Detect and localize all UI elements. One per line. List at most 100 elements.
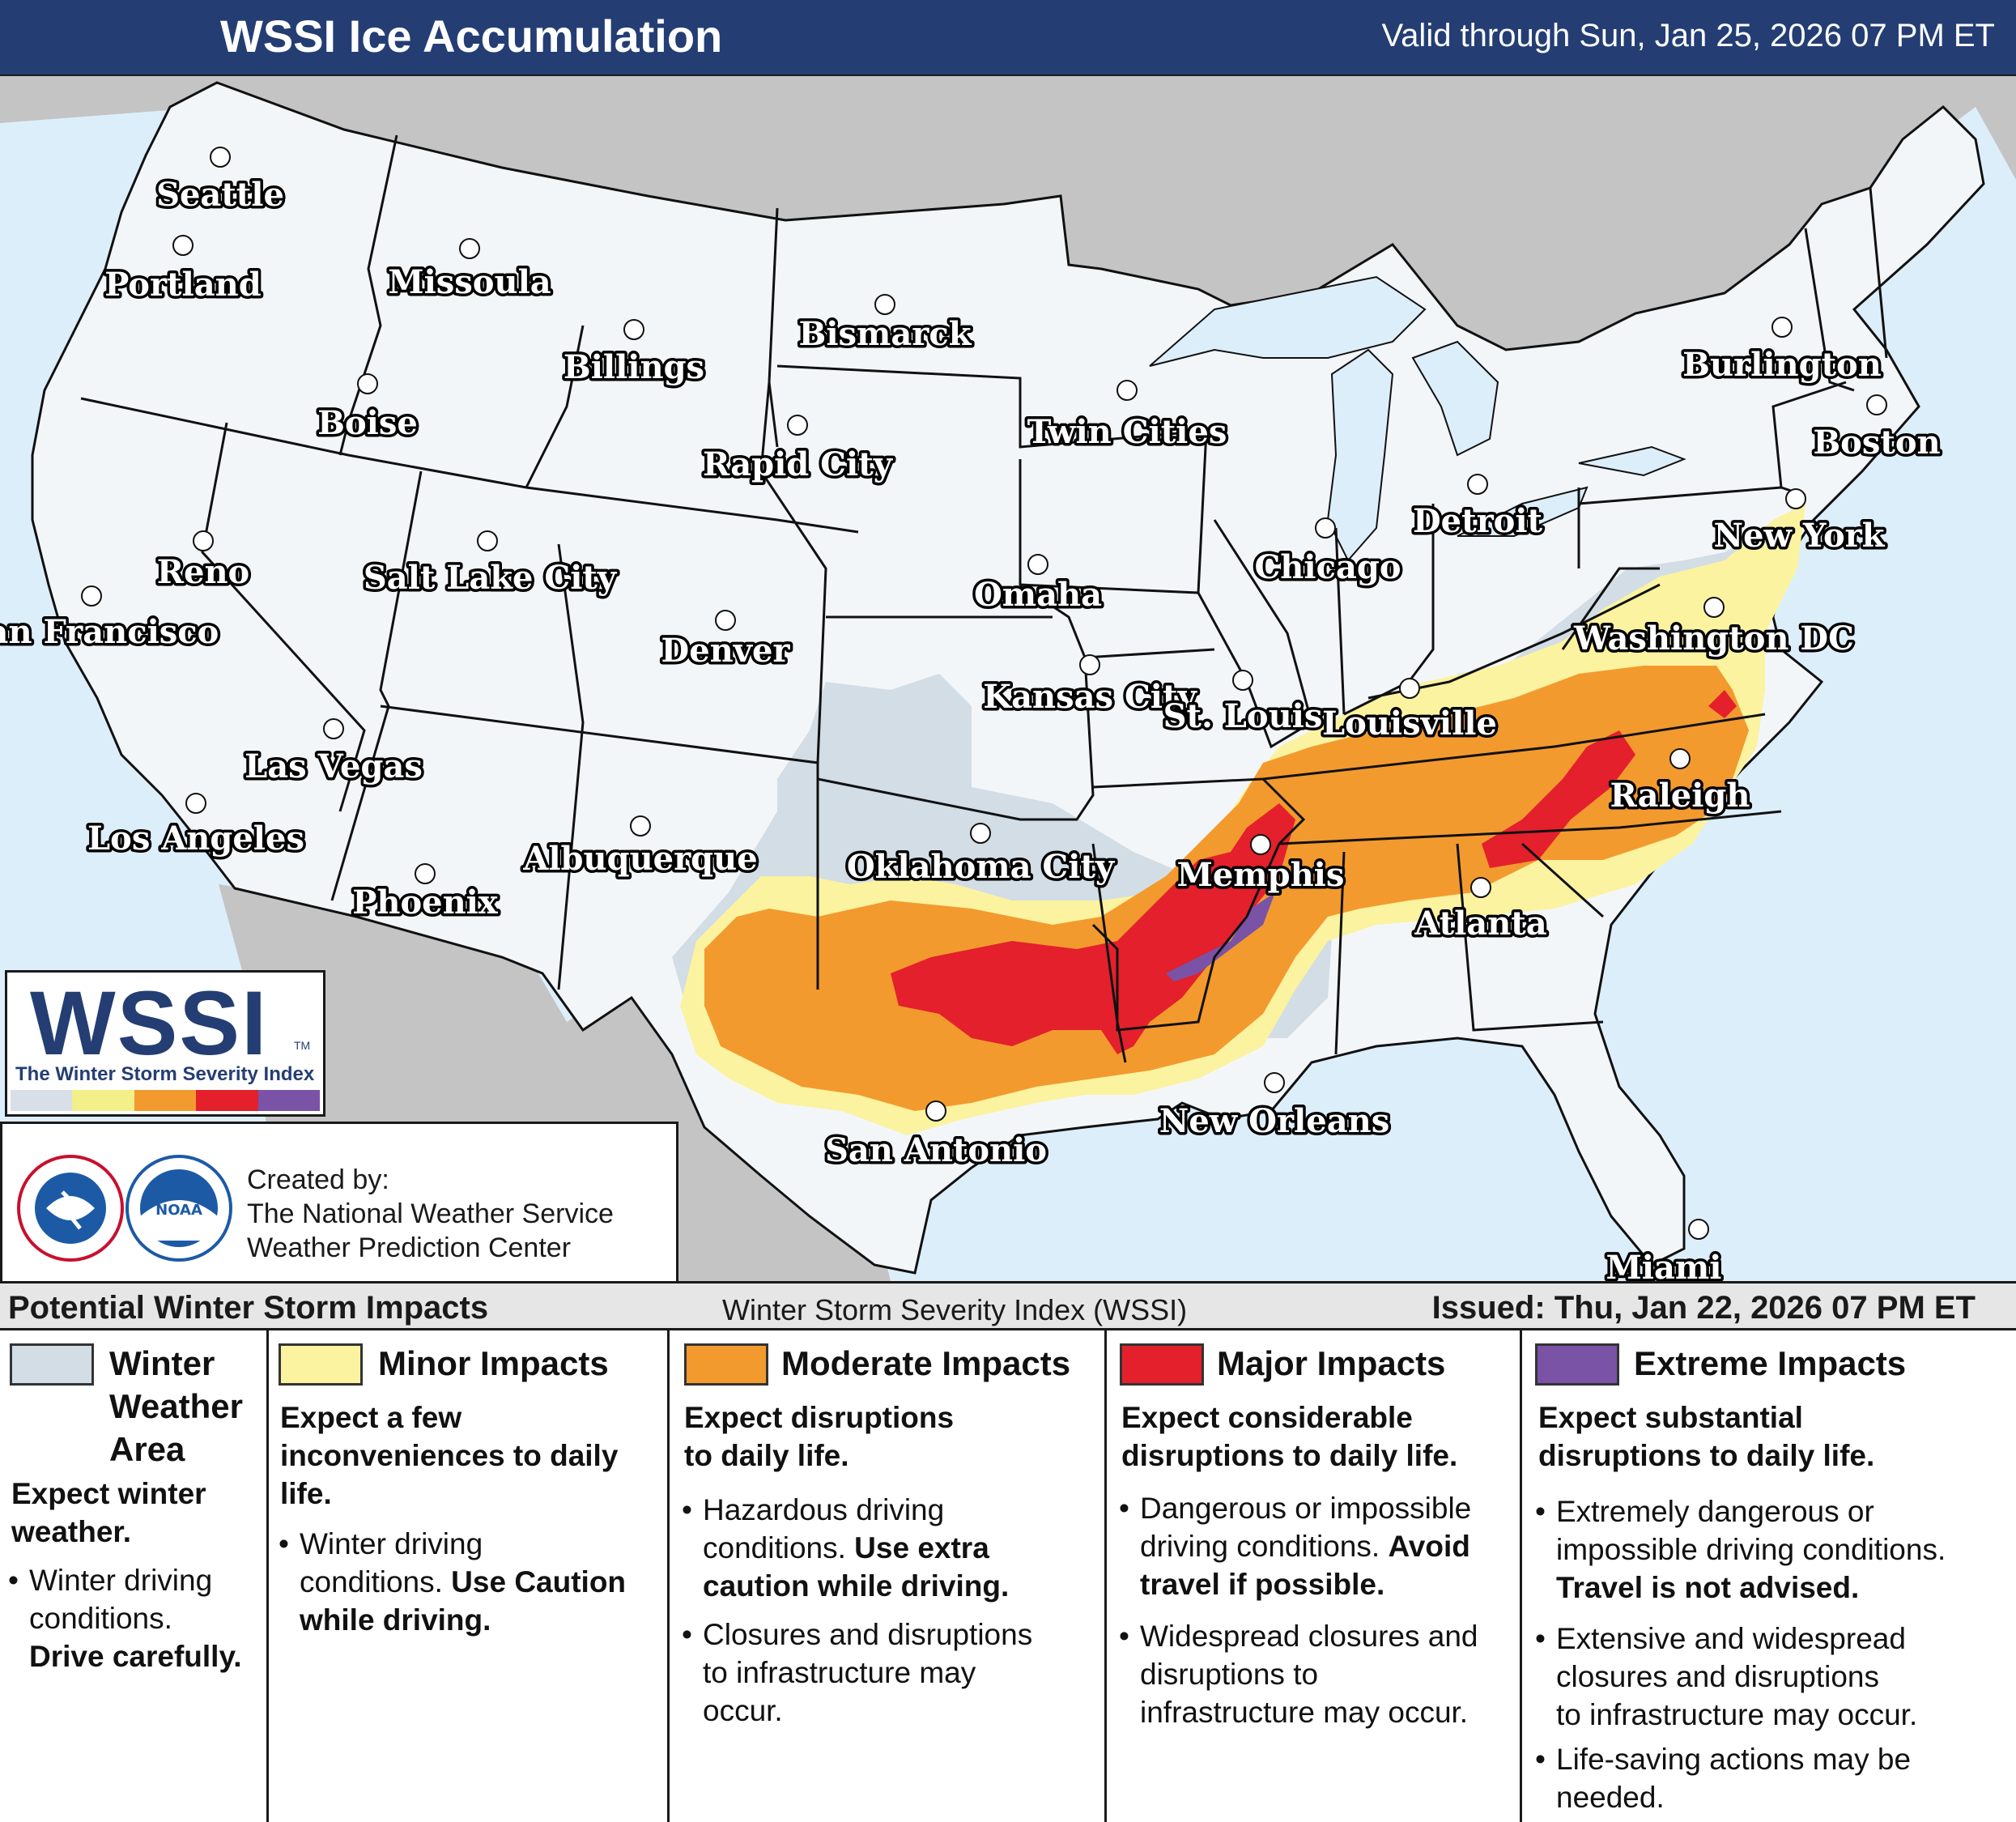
city-missoula: Missoula	[385, 238, 554, 304]
minor-b1-line-2b: Use Caution	[451, 1565, 627, 1599]
city-label-las-vegas: Las Vegas	[245, 747, 423, 785]
wssi-logo: WSSI TM The Winter Storm Severity Index	[5, 970, 325, 1117]
swatch-moderate	[684, 1343, 768, 1386]
credit-box: NOAA Created by: The National Weather Se…	[0, 1122, 678, 1283]
extreme-b1-line-1: Extremely dangerous or	[1556, 1495, 1874, 1528]
wssi-logo-subtitle: The Winter Storm Severity Index	[15, 1063, 315, 1085]
minor-lead-line-1: Expect a few	[280, 1401, 462, 1434]
moderate-b1-line-2b: Use extra	[854, 1531, 989, 1564]
city-label-omaha: Omaha	[974, 576, 1102, 614]
city-label-albuquerque: Albuquerque	[522, 840, 757, 878]
minor-b1-line-2a: conditions.	[300, 1565, 452, 1599]
legend-moderate-lead: Expect disruptions to daily life.	[684, 1398, 954, 1475]
bar-segment-moderate	[134, 1090, 197, 1111]
city-label-kansas-city: Kansas City	[983, 678, 1197, 716]
bullet-dot: •	[1119, 1620, 1129, 1653]
major-b1-line-2: driving conditions. Avoid	[1140, 1527, 1471, 1565]
extreme-b1-line-3: Travel is not advised.	[1556, 1571, 1860, 1604]
bullet-dot: •	[1535, 1495, 1546, 1528]
moderate-lead-line-2: to daily life.	[684, 1439, 849, 1472]
city-label-bismarck: Bismarck	[799, 315, 972, 353]
city-label-san-antonio: San Antonio	[825, 1131, 1047, 1169]
city-boise: Boise	[315, 373, 420, 445]
extreme-b2-line-3: to infrastructure may occur.	[1556, 1698, 1918, 1731]
city-omaha: Omaha	[971, 554, 1105, 617]
city-rapid-city: Rapid City	[700, 415, 896, 487]
bullet-dot: •	[1535, 1622, 1546, 1655]
legend-major-lead: Expect considerable disruptions to daily…	[1121, 1398, 1457, 1475]
legend-winter-bullet-1: • Winter driving conditions. Drive caref…	[8, 1561, 242, 1675]
swatch-major	[1120, 1343, 1204, 1386]
city-seattle: Seattle	[154, 147, 287, 217]
city-label-missoula: Missoula	[388, 263, 551, 301]
major-b1-line-2a: driving conditions.	[1140, 1530, 1389, 1563]
legend-minor-lead: Expect a few inconveniences to daily lif…	[280, 1398, 618, 1513]
legend-minor-bullet-1: • Winter driving conditions. Use Caution…	[279, 1525, 627, 1639]
legend-moderate-title: Moderate Impacts	[781, 1344, 1071, 1382]
city-las-vegas: Las Vegas	[242, 718, 425, 789]
moderate-b1-line-2a: conditions.	[703, 1531, 855, 1564]
bullet-dot: •	[682, 1618, 692, 1651]
winter-area-plains	[672, 674, 1190, 1054]
minor-lead-line-2: inconveniences to daily	[280, 1439, 619, 1472]
legend-extreme-bullet-2: • Extensive and widespread closures and …	[1535, 1620, 1918, 1734]
city-san-antonio: San Antonio	[822, 1100, 1050, 1173]
city-albuquerque: Albuquerque	[520, 815, 760, 881]
city-salt-lake-city: Salt Lake City	[360, 530, 620, 600]
city-label-boise: Boise	[317, 404, 418, 442]
lake-superior	[1149, 275, 1427, 367]
wssi-logo-tm: TM	[294, 1039, 311, 1052]
winter-title-line-1: Winter	[109, 1344, 215, 1382]
bar-segment-extreme	[257, 1090, 321, 1111]
legend-winter-title: Winter Weather Area	[109, 1342, 243, 1471]
city-new-york: New York	[1711, 488, 1888, 558]
legend-major-bullet-1: • Dangerous or impossible driving condit…	[1119, 1489, 1471, 1603]
city-label-miami: Miami	[1606, 1249, 1722, 1281]
winter-lead-line-1: Expect winter	[11, 1477, 206, 1510]
moderate-b1-line-2: conditions. Use extra	[703, 1529, 1009, 1567]
legend-minor-title: Minor Impacts	[378, 1344, 609, 1382]
major-b2-line-1: Widespread closures and	[1140, 1620, 1478, 1653]
map-title: WSSI Ice Accumulation	[220, 11, 723, 62]
city-label-atlanta: Atlanta	[1414, 905, 1546, 943]
state-borders	[80, 134, 1888, 1063]
city-label-new-orleans: New Orleans	[1159, 1102, 1389, 1140]
minor-lead-line-3: life.	[280, 1477, 332, 1510]
city-miami: Miami	[1603, 1219, 1725, 1281]
legend-col-extreme: Extreme Impacts Expect substantial disru…	[1522, 1330, 2016, 1822]
legend-col-major: Major Impacts Expect considerable disrup…	[1107, 1330, 1522, 1822]
legend-header-left: Potential Winter Storm Impacts	[8, 1290, 489, 1326]
lake-michigan	[1326, 348, 1394, 562]
city-louisville: Louisville	[1320, 678, 1499, 746]
major-impact-zone-va	[1708, 690, 1737, 718]
lake-erie	[1457, 486, 1589, 537]
major-impact-zone-carolinas	[1482, 730, 1635, 868]
city-label-billings: Billings	[564, 348, 704, 386]
city-reno: Reno	[154, 530, 253, 594]
city-san-francisco: San Francisco	[0, 585, 222, 654]
city-denver: Denver	[658, 610, 793, 673]
legend-moderate-bullet-1: • Hazardous driving conditions. Use extr…	[682, 1491, 1009, 1605]
moderate-b2-line-3: occur.	[703, 1694, 783, 1727]
winter-title-line-2: Weather	[109, 1387, 243, 1425]
legend-header: Potential Winter Storm Impacts Winter St…	[0, 1283, 2016, 1330]
city-layer: Seattle Portland Missoula Bismarck Billi…	[0, 147, 1943, 1281]
city-boston: Boston	[1810, 394, 1943, 465]
city-bismarck: Bismarck	[796, 294, 975, 356]
extreme-lead-line-1: Expect substantial	[1538, 1401, 1803, 1434]
legend-header-middle: Winter Storm Severity Index (WSSI)	[722, 1293, 1188, 1326]
wssi-logo-color-bar	[11, 1090, 321, 1111]
city-label-san-francisco: San Francisco	[0, 613, 219, 651]
city-st-louis: St. Louis	[1160, 670, 1325, 739]
legend-extreme-bullet-1: • Extremely dangerous or impossible driv…	[1535, 1492, 1946, 1607]
swatch-minor	[279, 1343, 363, 1386]
legend-col-winter: Winter Weather Area Expect winter weathe…	[0, 1330, 269, 1822]
city-label-chicago: Chicago	[1254, 548, 1401, 586]
city-label-memphis: Memphis	[1177, 856, 1345, 894]
major-b1-line-3: travel if possible.	[1140, 1568, 1385, 1601]
city-label-twin-cities: Twin Cities	[1027, 413, 1227, 451]
lake-ontario	[1578, 445, 1686, 477]
city-kansas-city: Kansas City	[980, 654, 1201, 719]
legend-extreme-title: Extreme Impacts	[1634, 1344, 1907, 1382]
city-label-reno: Reno	[157, 553, 249, 591]
